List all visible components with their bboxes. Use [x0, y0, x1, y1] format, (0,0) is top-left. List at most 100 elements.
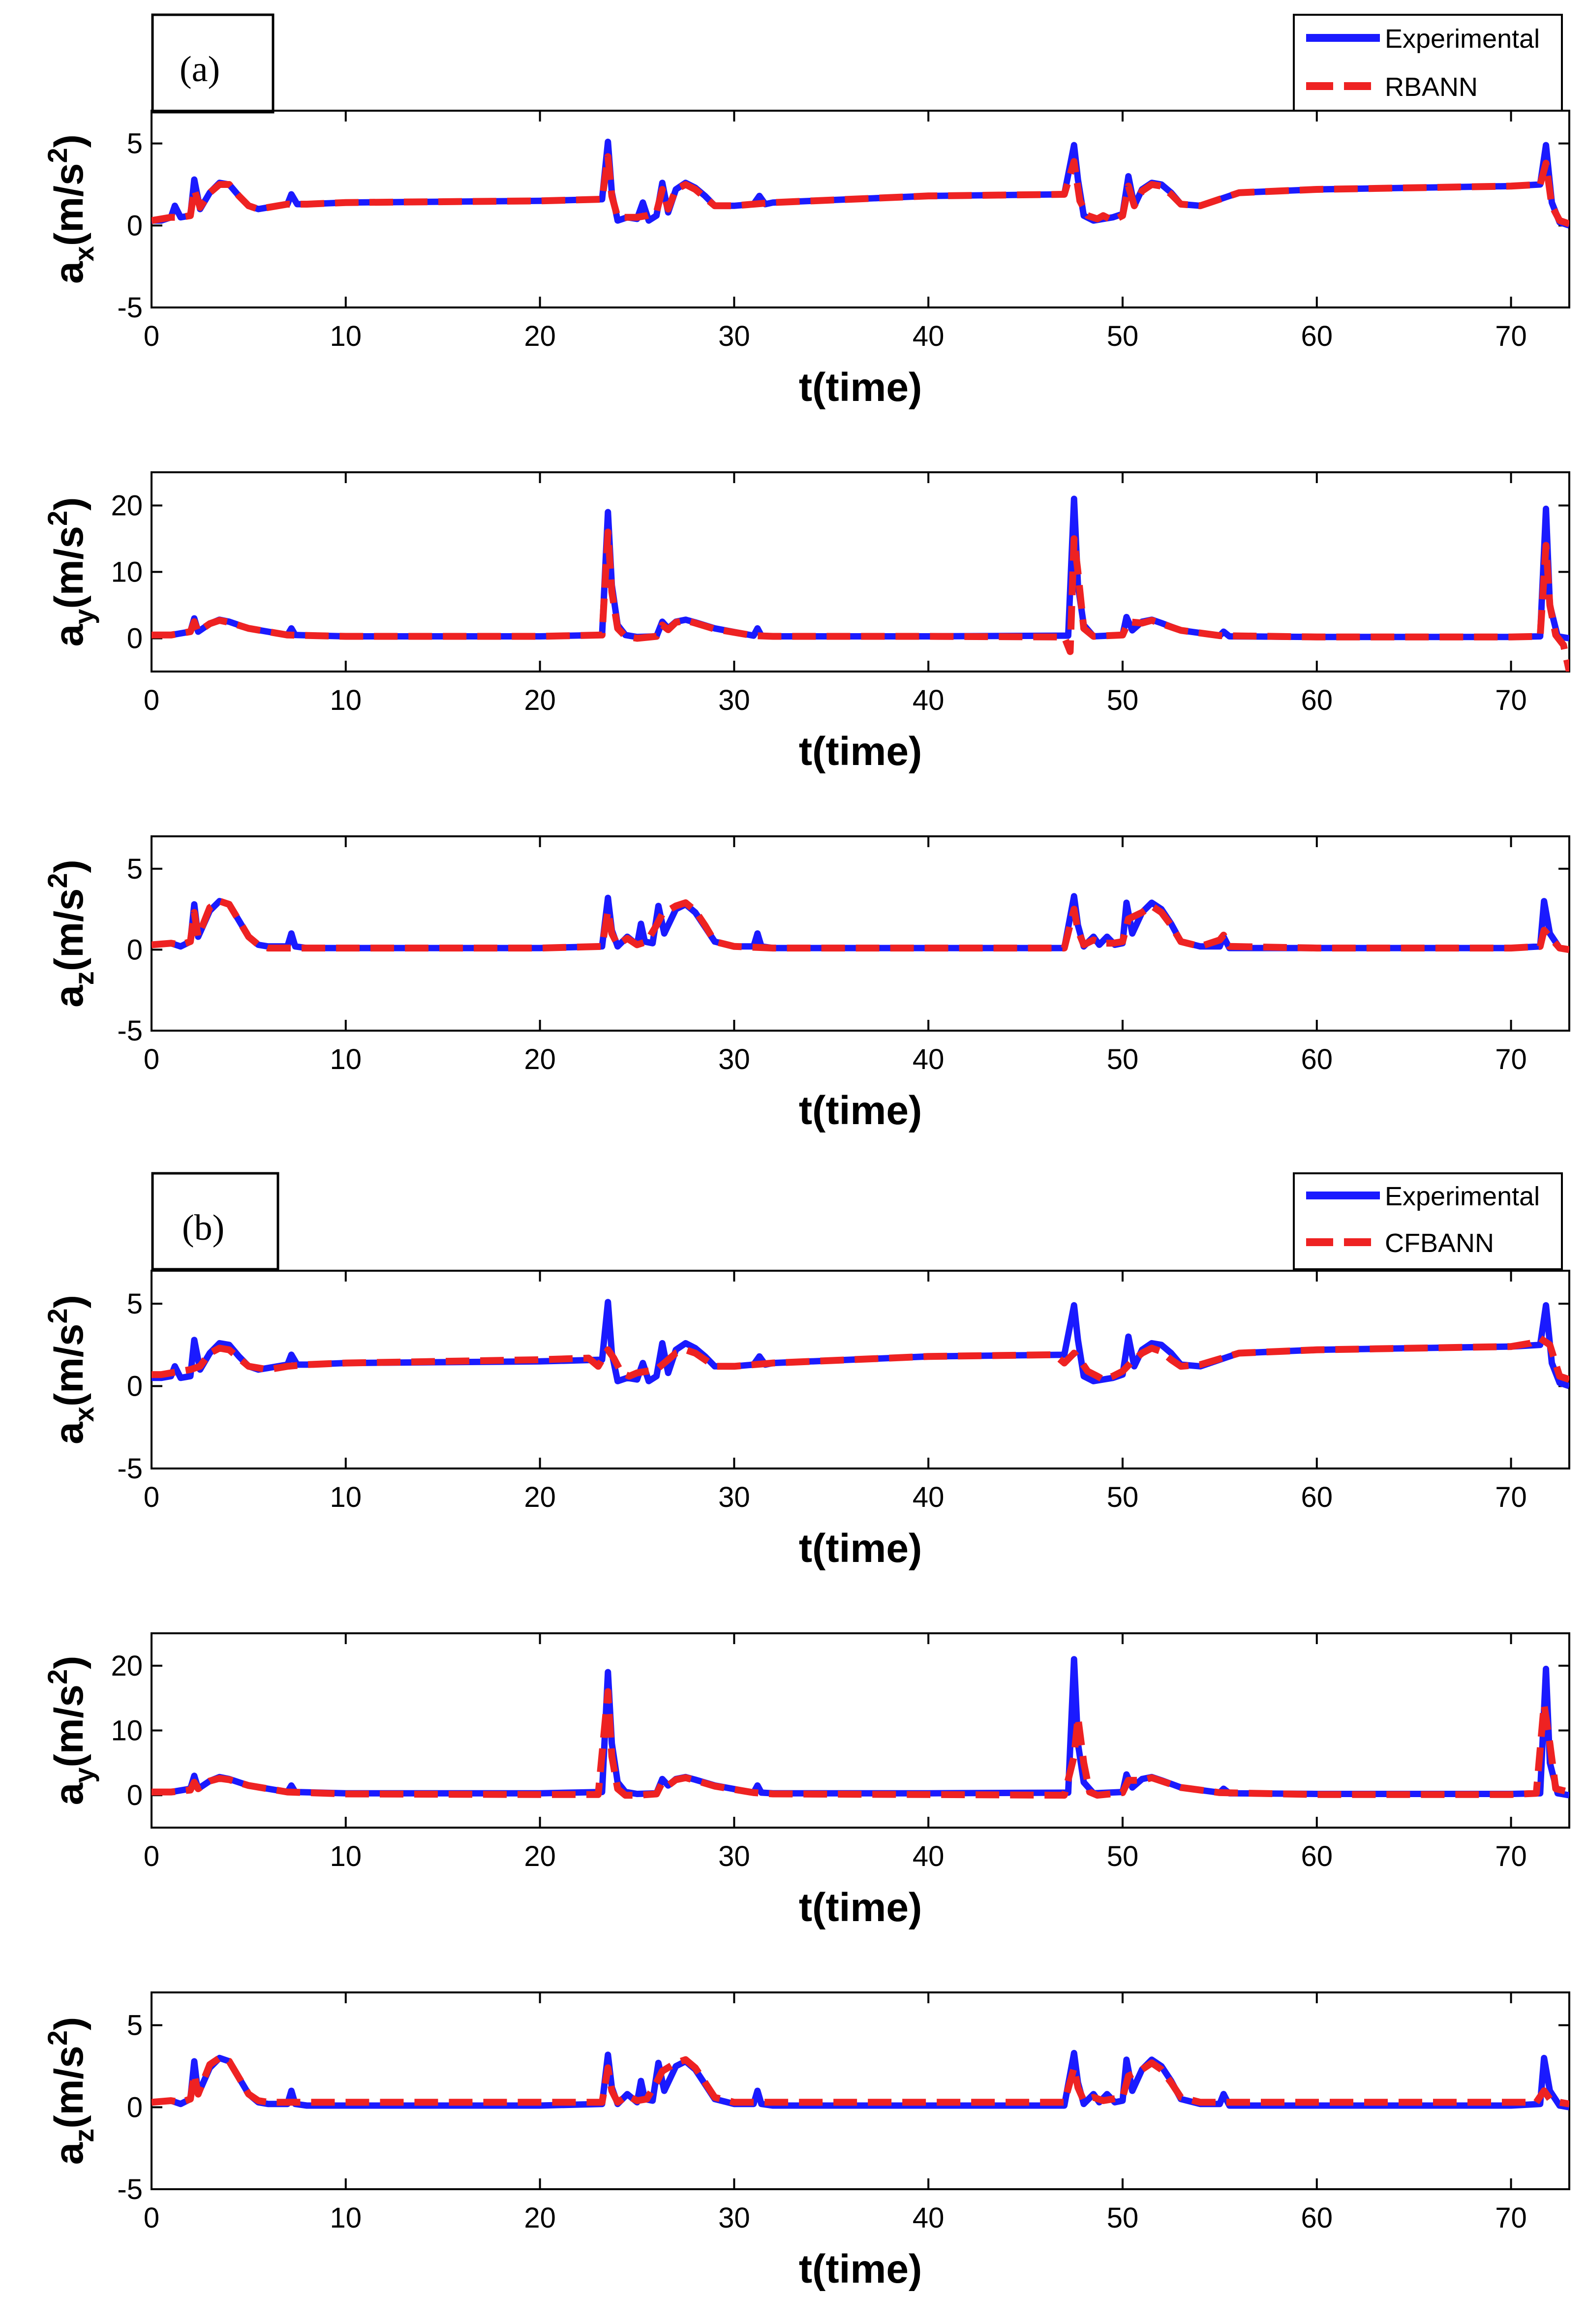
y-tick-label: 10 — [111, 1715, 143, 1747]
x-tick-label: 40 — [913, 1481, 945, 1513]
x-tick-label: 70 — [1495, 2202, 1527, 2234]
x-tick-label: 70 — [1495, 1481, 1527, 1513]
legend-a-experimental-label: Experimental — [1385, 24, 1540, 54]
y-tick-label: 0 — [127, 1371, 143, 1403]
panel-b-label: (b) — [182, 1208, 224, 1248]
y-tick-label: 5 — [127, 1288, 143, 1320]
x-axis-label: t(time) — [799, 365, 922, 410]
x-tick-label: 0 — [144, 1840, 159, 1872]
subplot-2: 0 10 20 30 40 50 60 70 0 10 20 t(time) ay(m/s2) — [42, 471, 1570, 774]
subplot-5: 0 10 20 30 40 50 60 70 0 10 20 t(time) ay(m/s2) — [42, 1632, 1570, 1930]
x-tick-label: 40 — [913, 1043, 945, 1075]
panel-a-label-box: (a) — [151, 13, 275, 114]
x-tick-label: 70 — [1495, 1840, 1527, 1872]
series-group — [152, 1656, 1569, 1799]
x-tick-label: 60 — [1301, 1840, 1333, 1872]
series-group — [152, 495, 1569, 672]
y-tick-label: -5 — [117, 2173, 143, 2205]
y-tick-label: 0 — [127, 623, 143, 655]
x-tick-label: 30 — [718, 1481, 750, 1513]
x-tick-label: 40 — [913, 2202, 945, 2234]
x-tick-label: 10 — [330, 1481, 362, 1513]
x-tick-label: 0 — [144, 320, 159, 352]
series-model-line — [152, 2054, 1569, 2108]
legend-b: Experimental CFBANN — [1293, 1172, 1563, 1270]
axes-frame — [151, 1270, 1570, 1469]
x-tick-label: 30 — [718, 684, 750, 716]
y-tick-label: -5 — [117, 292, 143, 324]
x-tick-label: 20 — [524, 684, 556, 716]
y-axis-label: az(m/s2) — [42, 2017, 99, 2165]
x-tick-label: 40 — [913, 1840, 945, 1872]
series-model-line — [152, 528, 1569, 672]
x-axis-label: t(time) — [799, 1088, 922, 1133]
x-tick-label: 50 — [1107, 1840, 1139, 1872]
panel-b-label-box: (b) — [151, 1172, 279, 1271]
x-tick-label: 30 — [718, 1840, 750, 1872]
x-axis-label: t(time) — [799, 1526, 922, 1571]
legend-b-experimental-label: Experimental — [1385, 1182, 1540, 1211]
y-tick-label: 0 — [127, 934, 143, 966]
x-tick-label: 60 — [1301, 1481, 1333, 1513]
y-tick-label: 10 — [111, 556, 143, 588]
series-experimental-line — [152, 1299, 1569, 1389]
x-tick-label: 10 — [330, 2202, 362, 2234]
y-tick-label: 5 — [127, 853, 143, 885]
panel-a-label: (a) — [180, 49, 220, 90]
y-axis-label: ay(m/s2) — [42, 1656, 99, 1805]
axes-frame — [151, 1991, 1570, 2190]
y-axis-label: ax(m/s2) — [42, 134, 99, 284]
x-tick-label: 30 — [718, 2202, 750, 2234]
y-tick-label: 20 — [111, 490, 143, 522]
x-tick-label: 0 — [144, 684, 159, 716]
axes-frame — [151, 110, 1570, 308]
series-group — [152, 138, 1569, 229]
x-tick-label: 50 — [1107, 2202, 1139, 2234]
y-axis-label: az(m/s2) — [42, 859, 99, 1008]
x-tick-label: 40 — [913, 320, 945, 352]
series-model-line — [152, 897, 1569, 953]
x-tick-label: 70 — [1495, 684, 1527, 716]
x-tick-label: 50 — [1107, 684, 1139, 716]
series-model-line — [152, 153, 1569, 227]
x-tick-label: 10 — [330, 1043, 362, 1075]
y-tick-label: 0 — [127, 2091, 143, 2123]
series-group — [152, 893, 1569, 953]
x-tick-label: 50 — [1107, 1481, 1139, 1513]
series-group — [152, 2049, 1569, 2110]
x-tick-label: 60 — [1301, 684, 1333, 716]
y-tick-label: 0 — [127, 1779, 143, 1811]
y-tick-label: 20 — [111, 1650, 143, 1682]
x-axis-label: t(time) — [799, 2247, 922, 2292]
x-tick-label: 20 — [524, 1481, 556, 1513]
y-tick-label: -5 — [117, 1015, 143, 1047]
series-model-line — [152, 1335, 1569, 1383]
x-tick-label: 30 — [718, 320, 750, 352]
x-tick-label: 20 — [524, 1043, 556, 1075]
x-tick-label: 40 — [913, 684, 945, 716]
y-tick-label: -5 — [117, 1453, 143, 1485]
x-tick-label: 0 — [144, 1043, 159, 1075]
x-tick-label: 60 — [1301, 1043, 1333, 1075]
x-tick-label: 70 — [1495, 1043, 1527, 1075]
x-tick-label: 0 — [144, 1481, 159, 1513]
x-tick-label: 70 — [1495, 320, 1527, 352]
x-tick-label: 60 — [1301, 320, 1333, 352]
x-tick-label: 10 — [330, 684, 362, 716]
legend-b-cfbann-label: CFBANN — [1385, 1228, 1494, 1258]
series-group — [152, 1299, 1569, 1389]
y-tick-label: 0 — [127, 210, 143, 242]
legend-a-rbann-label: RBANN — [1385, 72, 1478, 102]
y-tick-label: 5 — [127, 128, 143, 160]
x-tick-label: 20 — [524, 2202, 556, 2234]
x-axis-label: t(time) — [799, 1885, 922, 1930]
x-axis-label: t(time) — [799, 729, 922, 774]
x-tick-label: 0 — [144, 2202, 159, 2234]
y-axis-label: ax(m/s2) — [42, 1295, 99, 1444]
series-model-line — [152, 1688, 1569, 1799]
